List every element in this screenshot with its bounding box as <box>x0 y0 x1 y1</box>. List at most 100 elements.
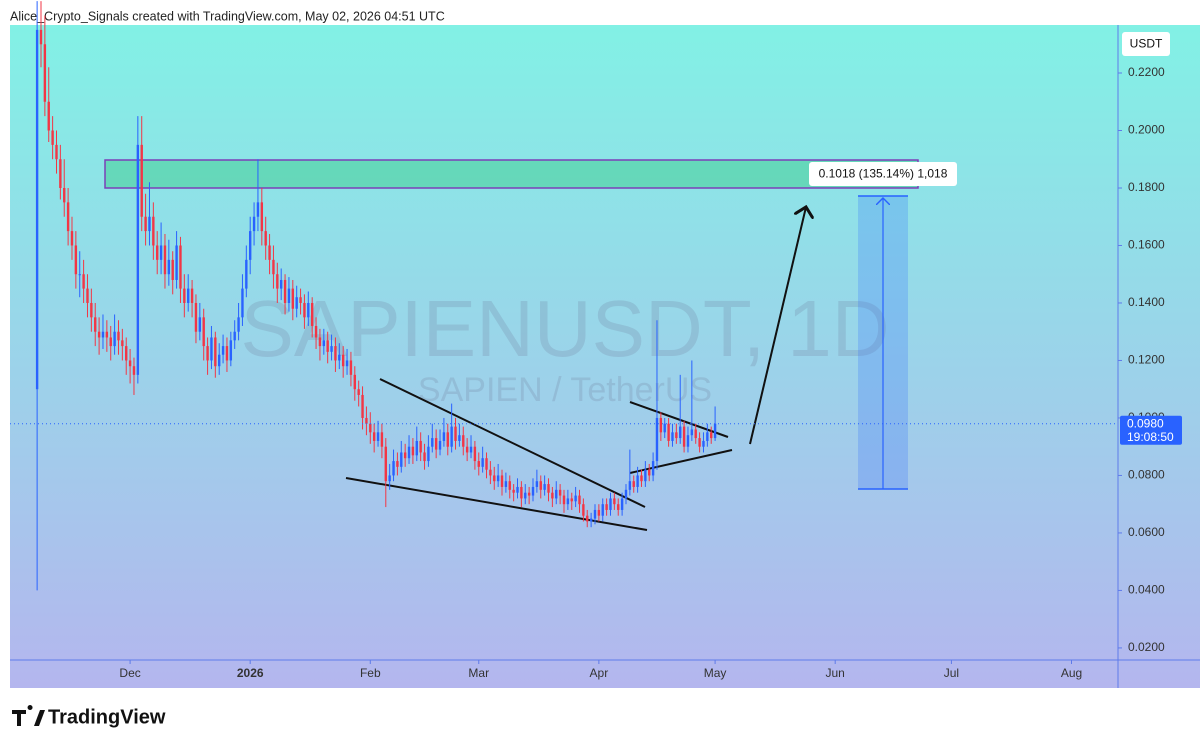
candle-body <box>593 509 597 519</box>
x-tick-label: Aug <box>1061 666 1082 680</box>
candle-body <box>462 435 465 447</box>
candle-body <box>667 423 670 441</box>
candle-body <box>628 481 632 490</box>
y-tick-label: 0.0200 <box>1128 640 1165 654</box>
y-tick-label: 0.1200 <box>1128 353 1165 367</box>
candle-body <box>640 475 643 482</box>
candle-body <box>59 159 62 188</box>
candle-body <box>659 417 663 433</box>
candle-body <box>90 302 93 318</box>
candle-body <box>206 346 209 361</box>
candle-body <box>690 429 694 436</box>
y-tick-label: 0.2000 <box>1128 123 1165 137</box>
candle-body <box>477 461 480 467</box>
candle-body <box>148 216 151 232</box>
candle-body <box>485 458 488 470</box>
candle-body <box>175 245 178 280</box>
trend-line <box>345 477 648 531</box>
candle-body <box>686 435 690 447</box>
candle-body <box>663 423 666 433</box>
candle-body <box>159 245 163 260</box>
candle-body <box>97 331 101 338</box>
candle-body <box>496 475 500 482</box>
candle-body <box>248 231 252 260</box>
candle-body <box>624 489 628 499</box>
last-price-box <box>1120 415 1182 445</box>
candle-body <box>508 481 511 490</box>
candle-body <box>713 423 717 439</box>
candle-body <box>70 231 74 246</box>
candle-body <box>481 458 484 467</box>
y-tick-label: 0.1400 <box>1128 295 1165 309</box>
candle-body <box>310 302 314 326</box>
candle-body <box>132 366 136 375</box>
candle-body <box>411 446 415 456</box>
candle-body <box>291 288 295 309</box>
candle-body <box>578 495 581 505</box>
candle-body <box>632 481 635 487</box>
logo-icon <box>12 705 45 726</box>
candle-body <box>400 452 403 467</box>
measure-label-box <box>809 162 957 186</box>
candle-body <box>322 340 326 347</box>
x-tick-label: Jun <box>826 666 845 680</box>
measure-label: 0.1018 (135.14%) 1,018 <box>819 167 948 181</box>
candle-body <box>403 452 407 459</box>
candle-body <box>338 354 341 361</box>
candle-body <box>566 498 570 505</box>
candle-body <box>458 435 461 441</box>
candle-body <box>527 492 531 496</box>
candle-body <box>489 469 492 476</box>
candle-body <box>562 495 566 505</box>
x-tick-label: Dec <box>119 666 140 680</box>
candle-body <box>202 317 205 347</box>
candle-body <box>558 489 562 496</box>
candle-body <box>47 101 50 131</box>
candle-body <box>221 346 225 355</box>
candle-body <box>493 475 496 482</box>
candle-body <box>167 259 171 275</box>
candle-body <box>229 340 233 361</box>
candle-body <box>520 486 523 499</box>
x-tick-label: Jul <box>944 666 959 680</box>
candle-body <box>156 245 159 260</box>
watermark-symbol: SAPIENUSDT, 1D <box>240 284 889 373</box>
candle-body <box>187 288 190 303</box>
candle-body <box>605 504 608 510</box>
candle-body <box>671 432 674 441</box>
candle-body <box>601 504 604 516</box>
candle-body <box>233 331 236 341</box>
candle-body <box>547 484 550 493</box>
candle-body <box>225 346 229 361</box>
candle-body <box>252 216 256 232</box>
y-tick-label: 0.1600 <box>1128 238 1165 252</box>
projection-arrow <box>749 207 806 445</box>
candle-body <box>415 440 418 456</box>
candle-body <box>620 498 624 510</box>
candle-body <box>314 325 318 338</box>
candle-body <box>183 288 186 303</box>
candle-body <box>245 259 248 289</box>
y-tick-label: 0.0400 <box>1128 583 1165 597</box>
candle-body <box>349 360 353 375</box>
candle-body <box>140 144 143 217</box>
candle-body <box>214 337 217 367</box>
candle-body <box>121 340 124 347</box>
candle-body <box>190 288 194 303</box>
candle-body <box>241 288 244 318</box>
x-tick-label: Feb <box>360 666 381 680</box>
candle-body <box>299 297 302 303</box>
candle-body <box>617 504 620 510</box>
candle-body <box>163 245 167 275</box>
candle-body <box>353 374 356 390</box>
drawings: 0.1018 (135.14%) 1,018 <box>104 159 957 531</box>
candle-body <box>392 461 395 476</box>
candle-body <box>78 274 81 276</box>
candle-body <box>431 438 434 447</box>
watermark-description: SAPIEN / TetherUS <box>418 371 712 409</box>
candle-body <box>636 475 639 487</box>
candle-body <box>256 202 260 217</box>
candle-body <box>341 354 345 367</box>
last-price-label: 0.0980 <box>1127 416 1164 430</box>
